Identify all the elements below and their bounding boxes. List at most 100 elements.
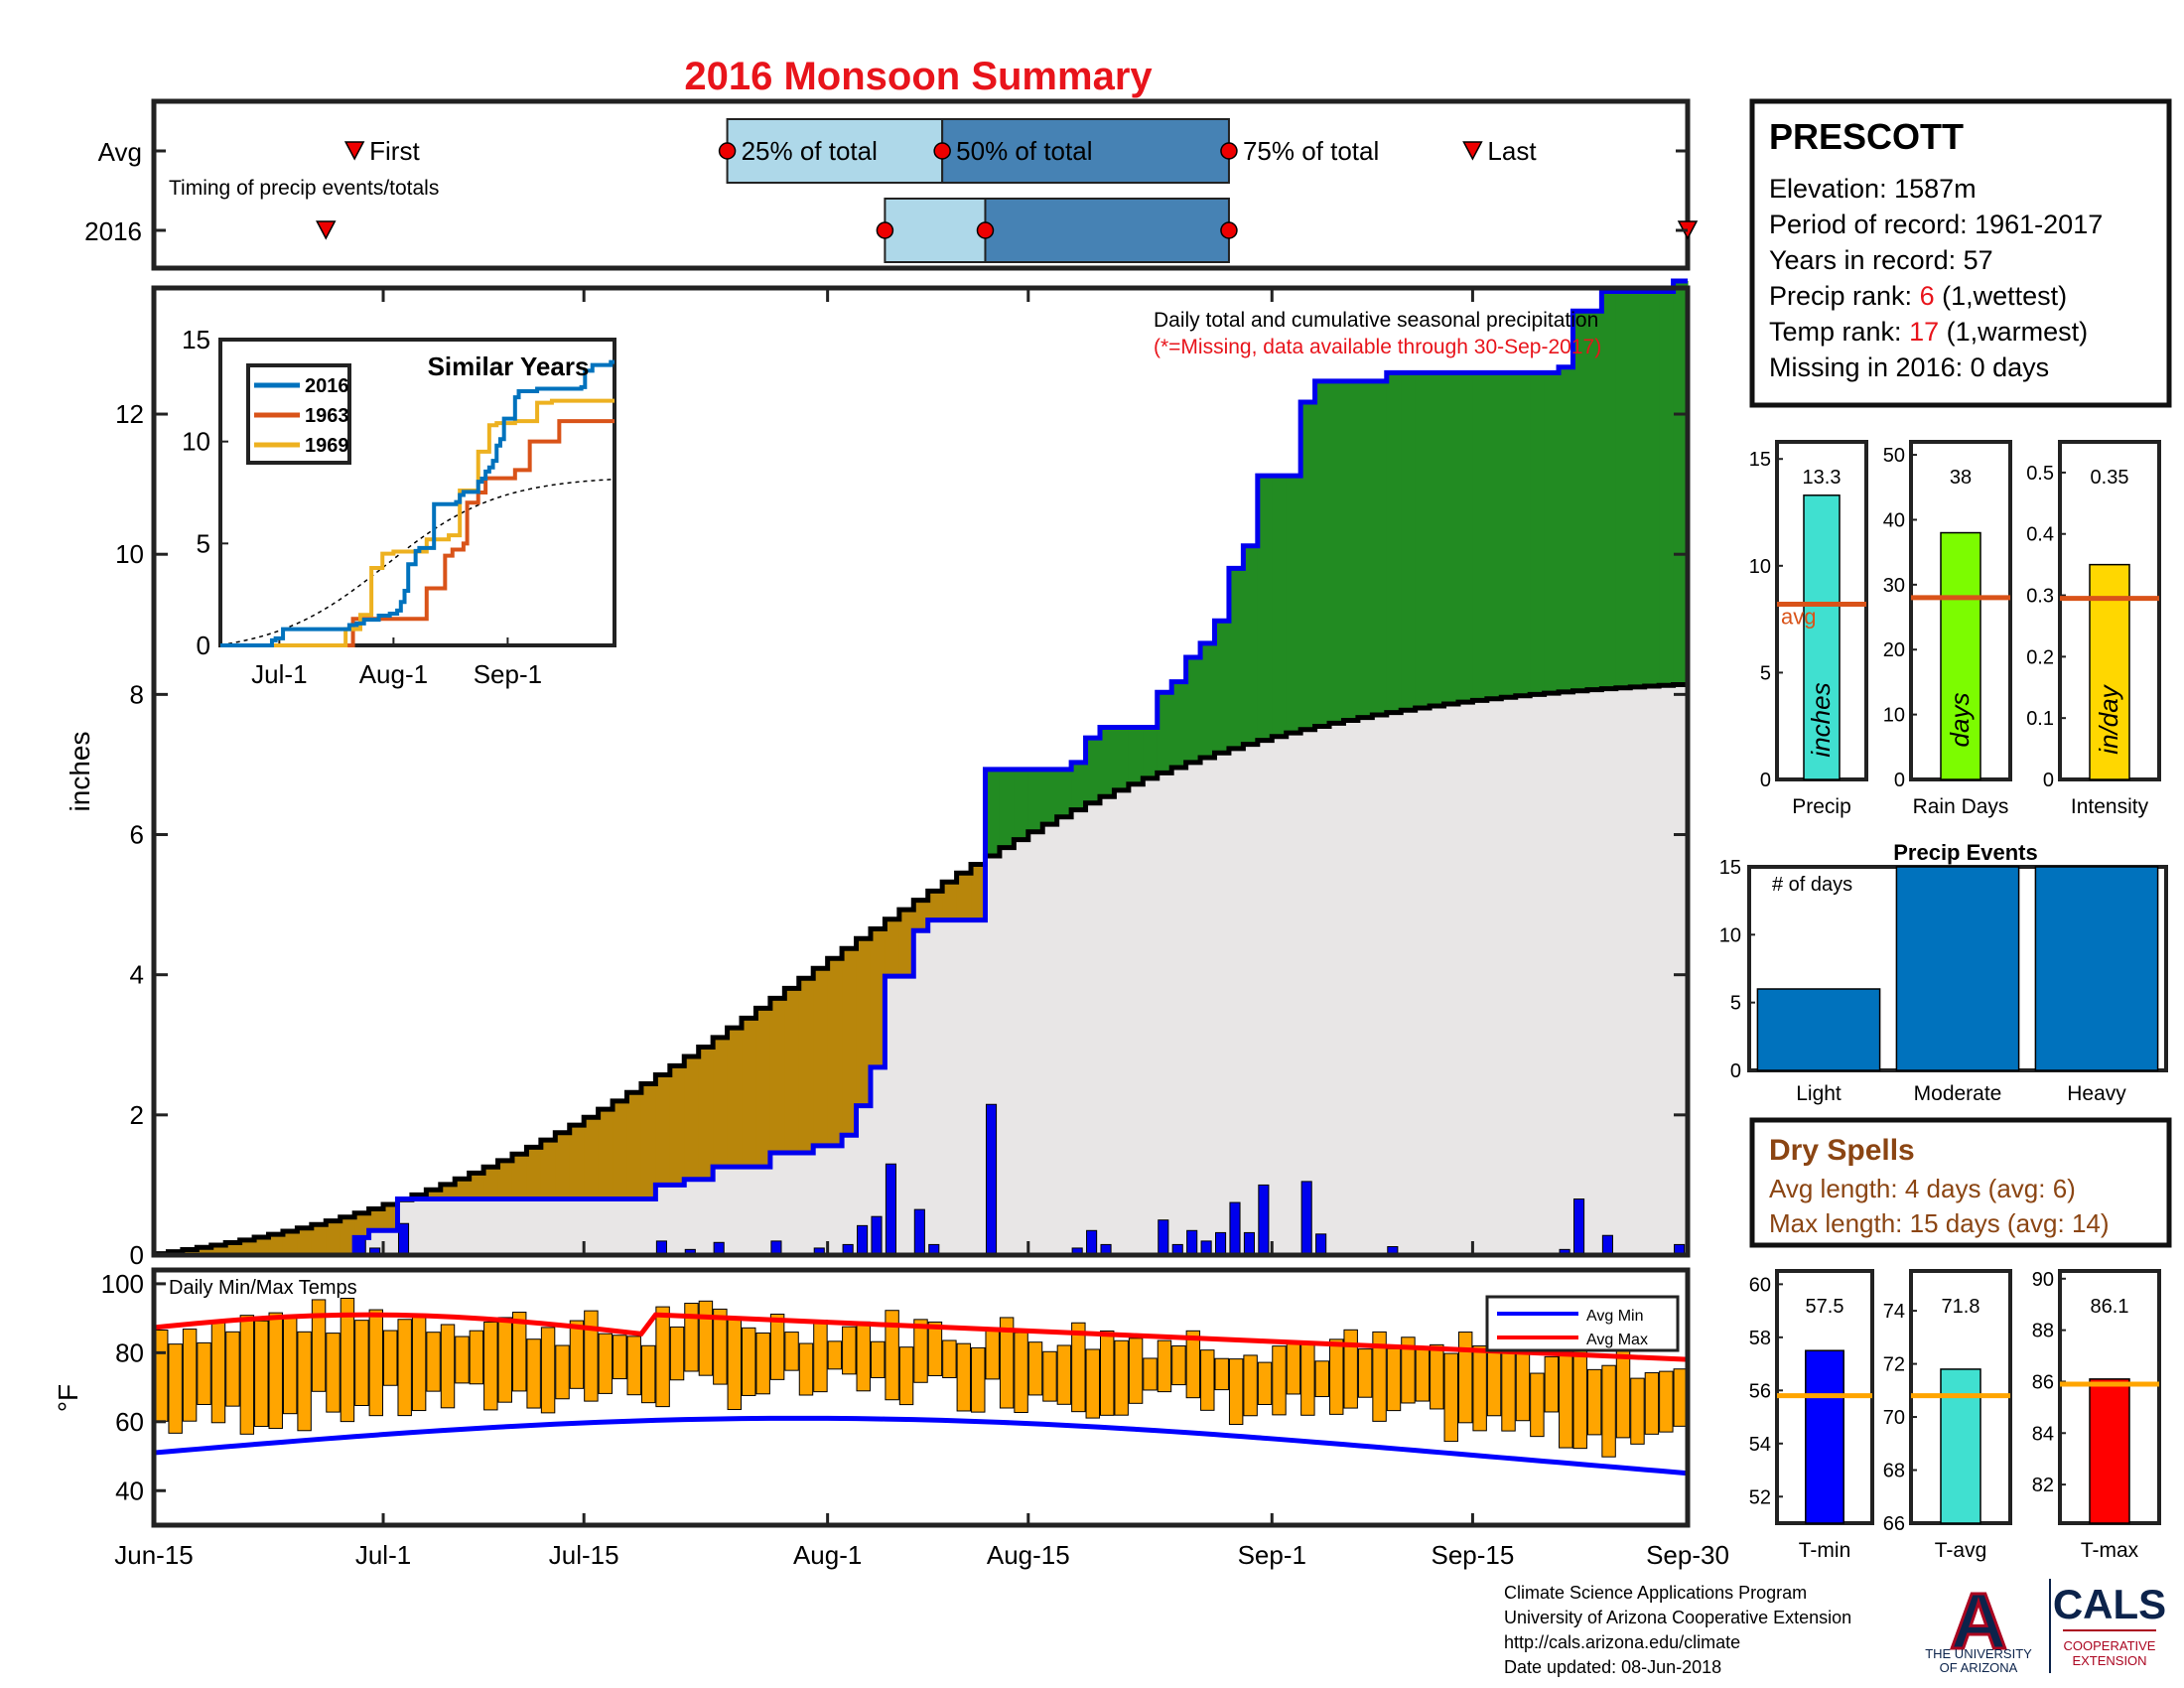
dry-spells-title: Dry Spells <box>1769 1134 1915 1167</box>
daily-precip-bar <box>1601 1234 1613 1256</box>
avg-last-marker <box>1462 141 1483 161</box>
avg-max-line <box>153 1312 1689 1362</box>
tmin-tick-label: 58 <box>1749 1328 1771 1349</box>
daily-temp-bar <box>1586 1368 1602 1436</box>
below-average-area <box>669 1065 685 1186</box>
daily-temp-bar <box>1027 1341 1043 1396</box>
main-y-tick-label: 8 <box>130 679 144 709</box>
below-average-area <box>870 928 887 1067</box>
daily-precip-bar <box>857 1224 869 1256</box>
daily-temp-bar <box>297 1331 312 1432</box>
below-average-area <box>684 1056 700 1180</box>
inset-x-tick-label: Sep-1 <box>474 659 542 689</box>
above-average-area <box>1143 727 1159 778</box>
above-average-area <box>1357 380 1373 718</box>
intensity-tick-label: 0.2 <box>2026 646 2054 668</box>
x-tick-label: Sep-1 <box>1238 1540 1306 1570</box>
daily-precip-bar <box>1229 1201 1241 1256</box>
above-average-area <box>1257 476 1273 741</box>
main-missing-note: (*=Missing, data available through 30-Se… <box>1154 336 1601 358</box>
daily-temp-bar <box>383 1330 398 1386</box>
below-average-area <box>225 1242 241 1255</box>
below-average-area <box>942 882 958 920</box>
daily-temp-bar <box>1572 1348 1587 1450</box>
below-average-area <box>698 1047 714 1180</box>
daily-precip-bar <box>1315 1233 1327 1256</box>
daily-precip-bar <box>354 1236 366 1256</box>
below-average-area <box>383 1203 399 1231</box>
daily-temp-bar <box>210 1320 226 1424</box>
inset-legend-label: 1963 <box>305 405 349 427</box>
daily-precip-bar <box>397 1222 410 1256</box>
daily-temp-bar <box>1171 1344 1186 1386</box>
tavg-tick-label: 74 <box>1883 1301 1905 1323</box>
below-average-area <box>827 958 843 1146</box>
daily-precip-bar <box>1300 1181 1312 1256</box>
tmax-axis-label: T-max <box>2081 1539 2139 1562</box>
events-bar-moderate <box>1895 866 2020 1071</box>
below-average-area <box>769 998 785 1153</box>
above-average-area <box>1586 311 1602 690</box>
below-average-area <box>598 1109 614 1199</box>
dry-spells-max-length: Max length: 15 days (avg: 14) <box>1769 1208 2110 1238</box>
raindays-tick-label: 30 <box>1883 575 1905 597</box>
daily-precip-bar <box>913 1208 925 1256</box>
x-tick-label: Sep-30 <box>1646 1540 1729 1570</box>
station-frame <box>1749 98 2172 408</box>
above-average-area <box>1171 681 1187 768</box>
below-average-area <box>742 1018 757 1168</box>
daily-temp-bar <box>1200 1349 1215 1411</box>
precip-events-ylabel: # of days <box>1772 874 1852 896</box>
cals-logo: CALS COOPERATIVE EXTENSION <box>2053 1581 2166 1668</box>
daily-temp-bar <box>1357 1348 1373 1398</box>
above-average-area <box>1415 372 1431 709</box>
daily-temp-bar <box>1286 1341 1301 1395</box>
tavg-axis-label: T-avg <box>1935 1539 1987 1562</box>
daily-temp-bar <box>1329 1338 1344 1415</box>
footer: Climate Science Applications Program Uni… <box>1504 1576 2166 1678</box>
p50-label: 50% of total <box>956 136 1092 166</box>
daily-temp-bar <box>254 1320 269 1428</box>
timing-subtitle: Timing of precip events/totals <box>169 177 439 200</box>
daily-temp-bar <box>669 1326 685 1381</box>
inset-legend-label: 1969 <box>305 435 349 457</box>
above-average-area <box>1200 642 1216 758</box>
below-average-area <box>182 1249 198 1255</box>
intensity-tick-label: 0.1 <box>2026 708 2054 730</box>
daily-temp-bar <box>1659 1370 1674 1433</box>
below-average-area <box>913 900 929 931</box>
below-average-area <box>613 1100 628 1199</box>
tavg-bar <box>1940 1368 1981 1524</box>
cals-logo-coop: COOPERATIVE <box>2064 1638 2156 1653</box>
daily-temp-bar <box>1501 1352 1516 1432</box>
daily-precip-bar <box>985 1103 998 1256</box>
footer-url: http://cals.arizona.edu/climate <box>1504 1632 1740 1652</box>
station-info-box: PRESCOTT Elevation: 1587m Period of reco… <box>1749 98 2172 408</box>
daily-precip-bar <box>1215 1231 1227 1256</box>
below-average-area <box>254 1237 270 1255</box>
precip-tick-label: 15 <box>1749 449 1771 471</box>
below-average-area <box>798 978 814 1153</box>
daily-temp-bar <box>1457 1332 1473 1424</box>
inset-title: Similar Years <box>428 352 590 381</box>
below-average-area <box>784 988 800 1153</box>
raindays-bar <box>1940 531 1981 780</box>
y2016-first-marker <box>316 220 337 240</box>
legend-avg-max-label: Avg Max <box>1586 1332 1648 1348</box>
temps-y-tick-label: 40 <box>115 1476 144 1505</box>
timing-row-avg-label: Avg <box>98 137 142 167</box>
intensity-tick-label: 0.3 <box>2026 586 2054 608</box>
main-y-axis-label: inches <box>65 732 95 812</box>
dry-spells-box: Dry Spells Avg length: 4 days (avg: 6) M… <box>1749 1117 2172 1248</box>
first-label: First <box>369 136 420 166</box>
raindays-tick-label: 0 <box>1894 770 1905 791</box>
daily-temp-bar <box>655 1306 670 1408</box>
ua-logo-line1: THE UNIVERSITY <box>1925 1646 2032 1661</box>
tmax-value-label: 86.1 <box>2091 1296 2129 1318</box>
tmax-tick-label: 88 <box>2032 1321 2054 1342</box>
raindays-axis-label: Rain Days <box>1913 795 2009 818</box>
daily-temp-bar <box>197 1341 211 1405</box>
below-average-area <box>297 1227 313 1255</box>
daily-temp-bar <box>713 1308 728 1385</box>
tmax-bar <box>2089 1378 2130 1524</box>
